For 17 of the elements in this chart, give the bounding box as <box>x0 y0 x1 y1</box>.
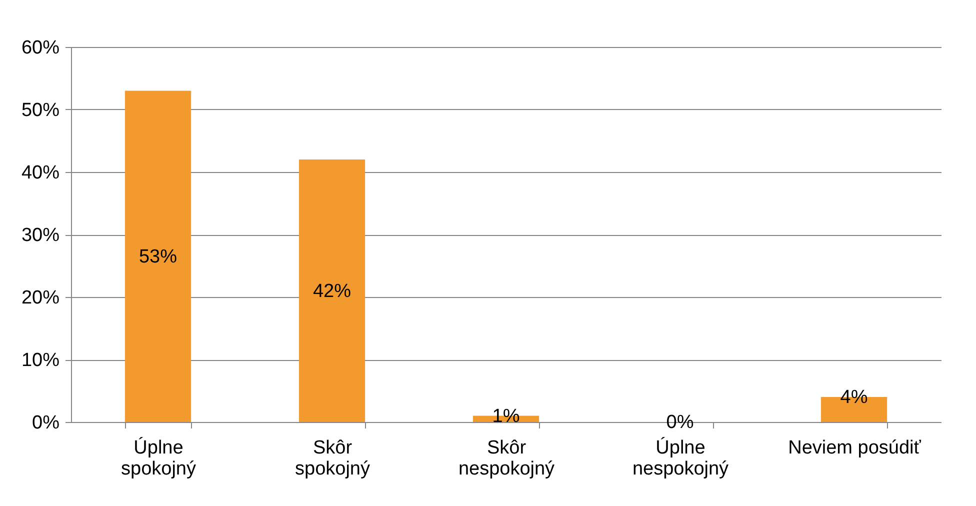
x-tick-label: Úplne nespokojný <box>632 436 730 480</box>
y-tick-label: 20% <box>21 288 60 308</box>
data-label: 53% <box>138 246 178 268</box>
bar <box>298 160 366 422</box>
x-tick-label: Skôr nespokojný <box>458 438 556 480</box>
y-tick-label: 30% <box>21 225 60 246</box>
y-tick-label: 60% <box>21 38 60 58</box>
data-label: 42% <box>312 280 352 302</box>
x-tick-label: Skôr spokojný <box>295 438 370 480</box>
y-tick-label: 0% <box>32 412 60 434</box>
x-tick-label: Neviem posúdiť <box>788 438 922 458</box>
y-tick-label: 50% <box>21 100 60 121</box>
y-tick-label: 10% <box>21 350 60 371</box>
x-tick-label: Úplne spokojný <box>121 436 196 480</box>
y-tick-label: 40% <box>21 162 60 184</box>
data-label: 0% <box>666 412 694 433</box>
bar <box>124 90 192 422</box>
